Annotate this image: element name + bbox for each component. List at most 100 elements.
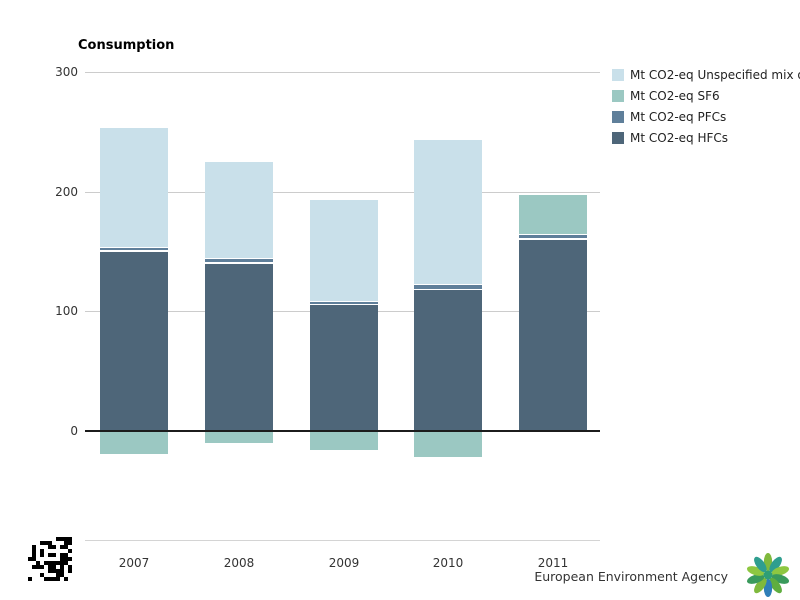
bar-segment-2010-mt-co2-eq-hfcs <box>414 289 482 431</box>
code-pixel <box>48 549 52 553</box>
code-pixel <box>48 573 52 577</box>
code-pixel <box>36 565 40 569</box>
code-pixel <box>48 569 52 573</box>
code-pixel <box>56 561 60 565</box>
bar-segment-2008-mt-co2-eq-sf6 <box>205 431 273 443</box>
code-pixel <box>40 557 44 561</box>
code-pixel <box>64 537 68 541</box>
code-pixel <box>60 553 64 557</box>
chart-title: Consumption <box>78 38 175 53</box>
code-pixel <box>68 577 72 581</box>
code-pixel <box>52 553 56 557</box>
code-pixel <box>28 573 32 577</box>
legend-item-3: Mt CO2-eq HFCs <box>612 127 800 148</box>
code-pixel <box>28 553 32 557</box>
bar-segment-2010-mt-co2-eq-pfcs <box>414 285 482 290</box>
legend-swatch-icon <box>612 110 624 123</box>
code-pixel <box>44 541 48 545</box>
code-pixel <box>28 565 32 569</box>
code-pixel <box>48 537 52 541</box>
x-axis-tick-2011: 2011 <box>537 556 569 570</box>
code-pixel <box>28 557 32 561</box>
code-pixel <box>60 569 64 573</box>
code-pixel <box>56 549 60 553</box>
code-pixel <box>40 569 44 573</box>
y-axis-tick-0: 0 <box>70 424 78 438</box>
code-pixel <box>32 569 36 573</box>
code-pixel <box>56 577 60 581</box>
code-pixel <box>32 565 36 569</box>
code-pixel <box>44 549 48 553</box>
x-axis-tick-2007: 2007 <box>118 556 150 570</box>
code-pixel <box>68 573 72 577</box>
code-pixel <box>52 577 56 581</box>
zero-axis-line <box>85 430 600 432</box>
code-pixel <box>68 545 72 549</box>
code-pixel <box>36 549 40 553</box>
bar-segment-2010-mt-co2-eq-unspecified-mix <box>414 140 482 285</box>
code-pixel <box>60 565 64 569</box>
y-axis-tick-300: 300 <box>55 65 78 79</box>
code-pixel <box>36 545 40 549</box>
code-pixel <box>56 573 60 577</box>
code-pixel <box>60 537 64 541</box>
code-pixel <box>40 537 44 541</box>
code-pixel <box>48 545 52 549</box>
code-pixel <box>32 537 36 541</box>
code-pixel <box>44 565 48 569</box>
code-pixel <box>52 573 56 577</box>
legend-swatch-icon <box>612 131 624 144</box>
code-pixel <box>40 553 44 557</box>
code-pixel <box>52 549 56 553</box>
bar-segment-2011-mt-co2-eq-hfcs <box>519 239 587 431</box>
code-pixel <box>64 569 68 573</box>
legend-label: Mt CO2-eq SF6 <box>630 88 720 103</box>
code-pixel <box>40 545 44 549</box>
qr-code <box>28 537 72 581</box>
bar-segment-2008-mt-co2-eq-unspecified-mix <box>205 161 273 259</box>
code-pixel <box>56 557 60 561</box>
code-pixel <box>44 577 48 581</box>
code-pixel <box>36 561 40 565</box>
code-pixel <box>48 577 52 581</box>
gridline-300 <box>85 72 600 73</box>
legend-item-2: Mt CO2-eq PFCs <box>612 106 800 127</box>
code-pixel <box>40 573 44 577</box>
code-pixel <box>60 561 64 565</box>
code-pixel <box>44 569 48 573</box>
code-pixel <box>36 537 40 541</box>
legend-item-1: Mt CO2-eq SF6 <box>612 85 800 106</box>
code-pixel <box>68 541 72 545</box>
code-pixel <box>28 541 32 545</box>
code-pixel <box>60 549 64 553</box>
code-pixel <box>56 569 60 573</box>
legend-label: Mt CO2-eq Unspecified mix o <box>630 67 800 82</box>
code-pixel <box>40 549 44 553</box>
code-pixel <box>32 541 36 545</box>
code-pixel <box>44 537 48 541</box>
code-pixel <box>68 553 72 557</box>
code-pixel <box>28 545 32 549</box>
legend-label: Mt CO2-eq HFCs <box>630 130 729 145</box>
code-pixel <box>56 537 60 541</box>
code-pixel <box>28 549 32 553</box>
code-pixel <box>68 549 72 553</box>
code-pixel <box>44 561 48 565</box>
bar-segment-2008-mt-co2-eq-hfcs <box>205 263 273 431</box>
code-pixel <box>60 557 64 561</box>
code-pixel <box>28 577 32 581</box>
code-pixel <box>40 541 44 545</box>
code-pixel <box>64 553 68 557</box>
legend-item-0: Mt CO2-eq Unspecified mix o <box>612 64 800 85</box>
code-pixel <box>48 565 52 569</box>
bar-segment-2007-mt-co2-eq-sf6 <box>100 431 168 454</box>
code-pixel <box>52 557 56 561</box>
code-pixel <box>52 569 56 573</box>
plot-bottom-border <box>85 540 600 541</box>
x-axis-tick-2009: 2009 <box>328 556 360 570</box>
code-pixel <box>32 545 36 549</box>
bar-segment-2009-mt-co2-eq-unspecified-mix <box>310 200 378 302</box>
bar-segment-2009-mt-co2-eq-sf6 <box>310 431 378 451</box>
code-pixel <box>68 537 72 541</box>
code-pixel <box>32 577 36 581</box>
